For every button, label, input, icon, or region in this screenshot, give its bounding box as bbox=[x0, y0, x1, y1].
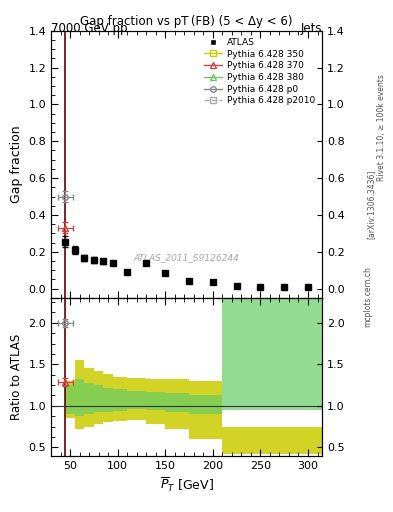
Y-axis label: Ratio to ATLAS: Ratio to ATLAS bbox=[10, 334, 23, 420]
Text: [arXiv:1306.3436]: [arXiv:1306.3436] bbox=[367, 170, 376, 240]
Legend: ATLAS, Pythia 6.428 350, Pythia 6.428 370, Pythia 6.428 380, Pythia 6.428 p0, Py: ATLAS, Pythia 6.428 350, Pythia 6.428 37… bbox=[202, 35, 318, 108]
Text: Jets: Jets bbox=[301, 22, 322, 34]
Text: Rivet 3.1.10, ≥ 100k events: Rivet 3.1.10, ≥ 100k events bbox=[377, 75, 386, 181]
Text: mcplots.cern.ch: mcplots.cern.ch bbox=[363, 267, 372, 327]
Y-axis label: Gap fraction: Gap fraction bbox=[10, 125, 23, 203]
Text: 7000 GeV pp: 7000 GeV pp bbox=[51, 22, 128, 34]
X-axis label: $\overline{P}_{T}$ [GeV]: $\overline{P}_{T}$ [GeV] bbox=[160, 476, 214, 494]
Text: ATLAS_2011_S9126244: ATLAS_2011_S9126244 bbox=[134, 253, 240, 262]
Title: Gap fraction vs pT (FB) (5 < Δy < 6): Gap fraction vs pT (FB) (5 < Δy < 6) bbox=[81, 15, 293, 28]
